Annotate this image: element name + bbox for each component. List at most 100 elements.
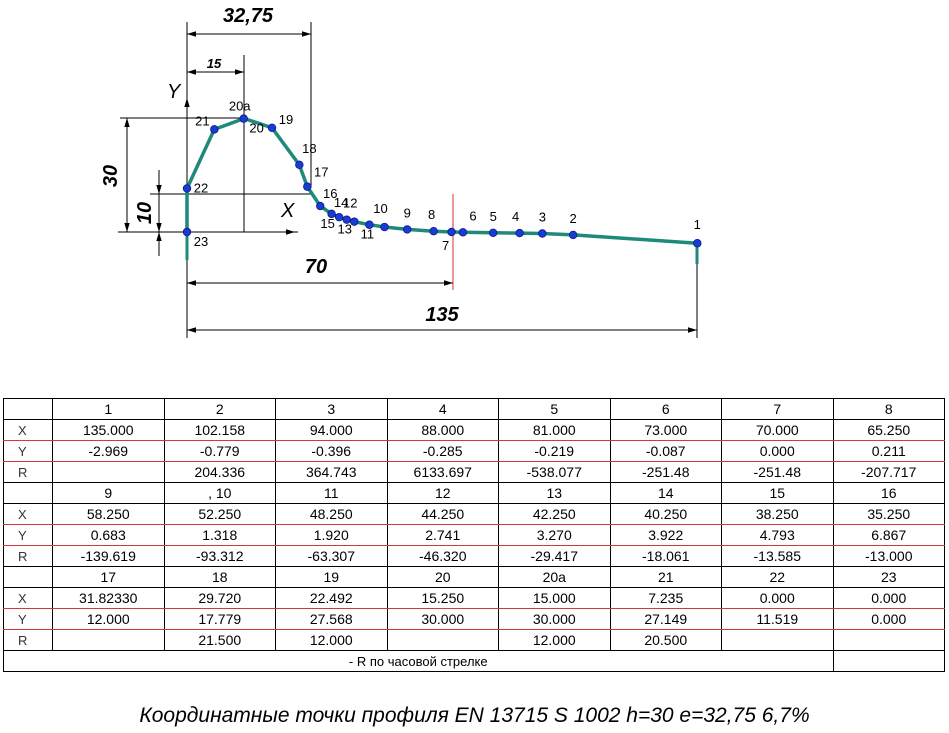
table-cell-x: 94.000 bbox=[275, 419, 388, 441]
table-cell-r: 204.336 bbox=[163, 461, 276, 483]
point-label: 9 bbox=[404, 205, 411, 220]
dim-height-total: 30 bbox=[100, 165, 122, 187]
table-header-cell: 11 bbox=[275, 482, 388, 504]
row-label-x: X bbox=[3, 587, 53, 609]
point-label: 12 bbox=[343, 196, 357, 211]
profile-point bbox=[295, 160, 304, 169]
table-row-y: Y -2.969 -0.779 -0.396 -0.285 -0.219 -0.087 0.0… bbox=[3, 440, 945, 462]
point-label: 19 bbox=[279, 112, 293, 127]
table-cell-r: -18.061 bbox=[609, 545, 722, 567]
table-header-cell: 6 bbox=[609, 398, 722, 420]
dim-height-lower: 10 bbox=[134, 202, 156, 224]
table-header-cell: 14 bbox=[609, 482, 722, 504]
table-cell-r: -29.417 bbox=[498, 545, 611, 567]
table-cell-r bbox=[832, 629, 945, 651]
table-header-cell: 1 bbox=[52, 398, 165, 420]
table-cell-r: 12.000 bbox=[498, 629, 611, 651]
table-cell-x: 22.492 bbox=[275, 587, 388, 609]
profile-point bbox=[303, 182, 312, 191]
profile-point bbox=[693, 239, 702, 248]
table-cell-y: 17.779 bbox=[163, 608, 276, 630]
profile-point bbox=[380, 222, 389, 232]
table-cell-r: -46.320 bbox=[386, 545, 499, 567]
point-label: 1 bbox=[694, 217, 701, 232]
axis-x-label: X bbox=[280, 200, 295, 222]
table-row-y: Y 0.683 1.318 1.920 2.741 3.270 3.922 4.793 6.86… bbox=[3, 524, 945, 546]
table-cell-x: 70.000 bbox=[721, 419, 834, 441]
profile-point bbox=[210, 125, 219, 134]
profile-point bbox=[327, 209, 336, 219]
table-header-cell: 18 bbox=[163, 566, 276, 588]
table-cell-y: 3.270 bbox=[498, 524, 611, 546]
profile-point bbox=[365, 220, 374, 229]
table-cell-x: 52.250 bbox=[163, 503, 276, 525]
profile-point bbox=[182, 227, 192, 237]
table-cell-y: 30.000 bbox=[386, 608, 499, 630]
profile-point bbox=[538, 229, 547, 238]
profile-point bbox=[239, 114, 248, 123]
table-cell-y: -0.087 bbox=[609, 440, 722, 462]
coordinates-table: 1 2 3 4 5 6 7 8 X 135.000 102.158 94.000 88.000 81.00… bbox=[3, 398, 945, 672]
table-cell-r: 6133.697 bbox=[386, 461, 499, 483]
table-header-cell: 19 bbox=[275, 566, 388, 588]
table-cell-r bbox=[721, 629, 834, 651]
table-cell-y: -0.779 bbox=[163, 440, 276, 462]
point-label: 13 bbox=[337, 222, 351, 237]
table-cell-r: -93.312 bbox=[163, 545, 276, 567]
profile-point bbox=[342, 215, 351, 224]
table-header-row: 9, 10 11 12 13 14 15 16 bbox=[3, 482, 945, 504]
point-label: 14 bbox=[334, 195, 348, 210]
table-header-row: 17 18 19 20 20a 21 22 23 bbox=[3, 566, 945, 588]
table-cell-y: -2.969 bbox=[52, 440, 165, 462]
point-label: 15 bbox=[320, 216, 334, 231]
table-header-cell: 17 bbox=[52, 566, 165, 588]
table-cell-y: 3.922 bbox=[609, 524, 722, 546]
row-label-y: Y bbox=[3, 440, 53, 462]
profile-point bbox=[402, 225, 412, 234]
table-header-cell: 23 bbox=[832, 566, 945, 588]
dim-span-70: 70 bbox=[305, 256, 327, 278]
table-cell-r bbox=[52, 461, 165, 483]
table-header-cell: 20 bbox=[386, 566, 499, 588]
table-header-cell: 8 bbox=[832, 398, 945, 420]
table-cell-x: 0.000 bbox=[832, 587, 945, 609]
table-cell-r: -139.619 bbox=[52, 545, 165, 567]
row-label-r: R bbox=[3, 629, 53, 651]
table-cell-x: 29.720 bbox=[163, 587, 276, 609]
profile-point bbox=[350, 217, 359, 226]
table-cell-x: 15.000 bbox=[498, 587, 611, 609]
table-cell-r: 364.743 bbox=[275, 461, 388, 483]
point-label: 22 bbox=[194, 180, 208, 195]
point-label: 3 bbox=[539, 209, 546, 224]
table-header-cell: 20a bbox=[498, 566, 611, 588]
table-cell-y: 30.000 bbox=[498, 608, 611, 630]
table-header-cell: 13 bbox=[498, 482, 611, 504]
table-cell-y: 2.741 bbox=[386, 524, 499, 546]
profile-drawing: 32,75 15 30 10 70 135 Y X 12345678910111… bbox=[100, 5, 702, 338]
table-cell-y: 0.211 bbox=[832, 440, 945, 462]
table-cell-x: 42.250 bbox=[498, 503, 611, 525]
table-cell-x: 7.235 bbox=[609, 587, 722, 609]
table-cell-y: 11.519 bbox=[721, 608, 834, 630]
table-header-cell: 5 bbox=[498, 398, 611, 420]
point-label: 21 bbox=[195, 113, 209, 128]
table-corner-cell bbox=[3, 398, 53, 420]
table-cell-x: 0.000 bbox=[721, 587, 834, 609]
table-cell-y: 6.867 bbox=[832, 524, 945, 546]
caption: Координатные точки профиля EN 13715 S 10… bbox=[139, 704, 810, 727]
table-cell-x: 35.250 bbox=[832, 503, 945, 525]
table-header-cell: 15 bbox=[721, 482, 834, 504]
table-header-cell: 21 bbox=[609, 566, 722, 588]
row-label-y: Y bbox=[3, 524, 53, 546]
profile-point bbox=[458, 228, 468, 237]
point-label: 18 bbox=[302, 141, 316, 156]
table-cell-r: -13.585 bbox=[721, 545, 834, 567]
table-cell-y: 12.000 bbox=[52, 608, 165, 630]
table-cell-r: -207.717 bbox=[832, 461, 945, 483]
table-row-x: X 58.250 52.250 48.250 44.250 42.250 40.250 38.… bbox=[3, 503, 945, 525]
point-label: 10 bbox=[373, 201, 387, 216]
row-label-y: Y bbox=[3, 608, 53, 630]
table-cell-y: 0.000 bbox=[832, 608, 945, 630]
table-cell-r: 12.000 bbox=[275, 629, 388, 651]
